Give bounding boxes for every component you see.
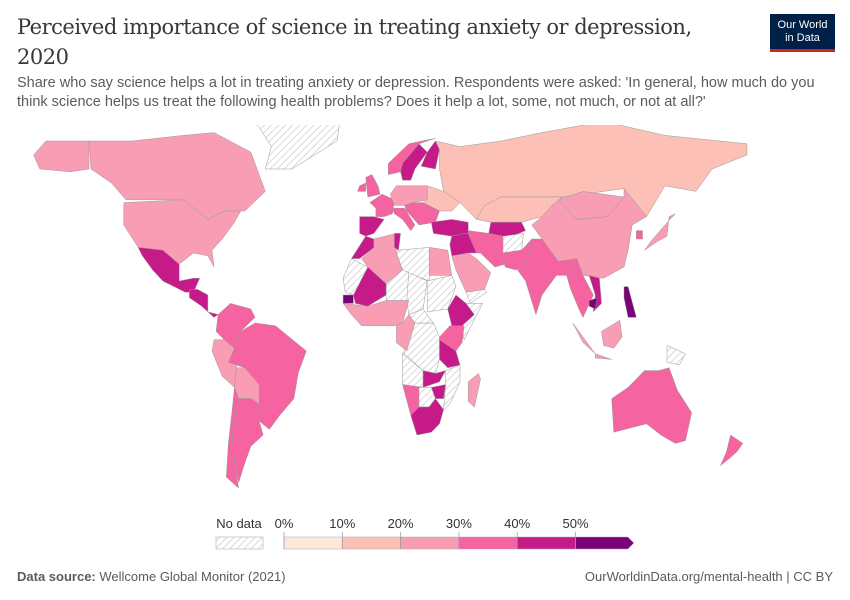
country-sudan[interactable]: Sudan — [426, 275, 457, 313]
legend-tick-label: 10% — [329, 516, 355, 531]
country-japan[interactable]: Japan — [644, 213, 676, 251]
country-mongolia[interactable]: Mongolia — [557, 191, 625, 220]
world-map: CanadaAlaskaUnited StatesGreenlandMexico… — [33, 125, 748, 550]
legend-tick-label: 40% — [504, 516, 530, 531]
legend-bin[interactable] — [458, 536, 518, 550]
country-iraq-syria-jordan[interactable]: Iraq/Syria/Jordan — [449, 233, 477, 257]
country-canada[interactable]: Canada — [88, 132, 266, 220]
country-tunisia[interactable]: Tunisia — [394, 233, 401, 251]
data-source: Data source: Wellcome Global Monitor (20… — [17, 569, 286, 584]
country-italy[interactable]: Italy — [392, 207, 416, 232]
legend-bin[interactable] — [342, 536, 401, 550]
country-russia[interactable]: Russia — [434, 125, 748, 220]
country-java[interactable]: Java — [595, 353, 612, 360]
country-tanzania[interactable]: Tanzania — [439, 339, 461, 369]
country-chile[interactable]: Chile — [226, 387, 239, 489]
country-new-zealand[interactable]: New Zealand — [720, 434, 744, 466]
legend-tick-label: 50% — [562, 516, 588, 531]
logo-line2: in Data — [785, 32, 820, 44]
country-saudi-arabia[interactable]: Saudi Arabia — [451, 252, 492, 293]
country-greenland[interactable]: Greenland — [245, 125, 341, 170]
country-senegal[interactable]: Senegal — [342, 294, 354, 304]
legend-no-data-label: No data — [216, 516, 262, 531]
country-balkans[interactable]: Balkans — [404, 202, 440, 226]
country-west-africa[interactable]: West Africa — [342, 300, 410, 327]
logo-line1: Our World — [777, 19, 828, 31]
country-south-africa[interactable]: South Africa — [410, 398, 444, 436]
country-sumatra[interactable]: Sumatra — [572, 322, 596, 354]
country-borneo[interactable]: Borneo — [601, 319, 623, 349]
footer-url[interactable]: OurWorldinData.org/mental-health | CC BY — [584, 569, 833, 584]
country-central-america[interactable]: Central America — [189, 289, 219, 318]
country-spain-portugal[interactable]: Spain/Portugal — [359, 216, 385, 237]
country-cameroon-gabon-congo[interactable]: Cameroon/Gabon/Congo — [396, 314, 416, 352]
legend-bin[interactable] — [400, 536, 460, 550]
source-text: Wellcome Global Monitor (2021) — [99, 569, 286, 584]
country-zambia[interactable]: Zambia — [422, 370, 447, 388]
owid-logo[interactable]: Our World in Data — [770, 14, 835, 52]
chart-title: Perceived importance of science in treat… — [17, 15, 692, 69]
legend-tick-label: 20% — [388, 516, 414, 531]
country-afghanistan[interactable]: Afghanistan — [502, 233, 524, 254]
country-madagascar[interactable]: Madagascar — [467, 372, 481, 408]
country-myanmar-thailand[interactable]: Myanmar/Thailand — [566, 258, 594, 318]
country-australia[interactable]: Australia — [611, 367, 692, 444]
source-label: Data source: — [17, 569, 96, 584]
country-brazil[interactable]: Brazil — [228, 322, 307, 430]
chart-subtitle: Share who say science helps a lot in tre… — [17, 75, 815, 110]
country-mozambique[interactable]: Mozambique — [443, 364, 461, 411]
map-legend: No data 0% 10% 20% 30% 40% 50% — [215, 516, 635, 550]
legend-tick-label: 0% — [275, 516, 294, 531]
country-egypt[interactable]: Egypt — [429, 247, 453, 276]
legend-bin[interactable] — [283, 536, 343, 550]
legend-bin[interactable] — [575, 536, 635, 550]
country-china[interactable]: China — [531, 187, 647, 279]
country-philippines[interactable]: Philippines — [623, 286, 637, 318]
country-alaska[interactable]: Alaska — [33, 140, 90, 173]
legend-bin[interactable] — [516, 536, 576, 550]
country-south-korea[interactable]: South Korea — [636, 230, 643, 240]
country-papua-new-guinea[interactable]: Papua New Guinea — [666, 345, 686, 366]
country-vietnam[interactable]: Vietnam — [588, 275, 602, 313]
country-france[interactable]: France — [369, 193, 395, 217]
country-cambodia[interactable]: Cambodia — [588, 297, 598, 310]
country-mexico[interactable]: Mexico — [137, 247, 201, 293]
country-ireland[interactable]: Ireland — [357, 182, 366, 192]
country-united-kingdom[interactable]: United Kingdom — [365, 174, 381, 198]
country-argentina[interactable]: Argentina — [232, 398, 264, 484]
legend-no-data-swatch — [215, 536, 264, 550]
legend-tick-label: 30% — [446, 516, 472, 531]
country-sweden[interactable]: Sweden — [400, 143, 428, 181]
country-mauritania[interactable]: Mauritania — [342, 258, 369, 296]
country-yemen[interactable]: Yemen — [465, 289, 487, 304]
